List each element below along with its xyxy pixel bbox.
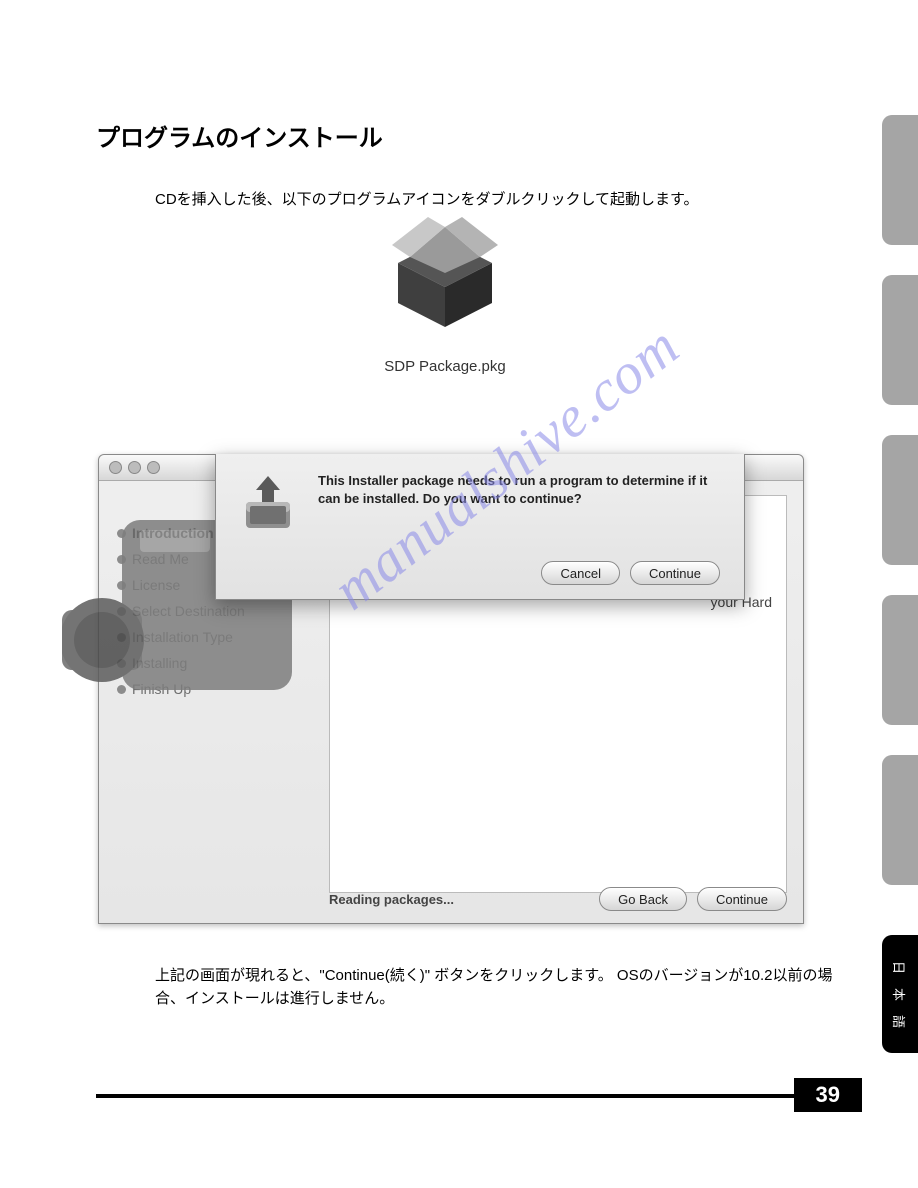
traffic-zoom-icon[interactable] [147,461,160,474]
package-box-icon [380,215,510,345]
continue-button[interactable]: Continue [697,887,787,911]
package-label: SDP Package.pkg [355,358,535,375]
side-tab[interactable] [882,435,918,565]
page-title: プログラムのインストール [96,118,383,153]
sheet-cancel-button[interactable]: Cancel [541,561,619,585]
language-tab[interactable]: 日 本 語 [882,935,918,1053]
side-tab[interactable] [882,115,918,245]
installer-disk-icon [236,472,300,536]
traffic-close-icon[interactable] [109,461,122,474]
package-icon-block[interactable]: SDP Package.pkg [355,215,535,375]
side-tab[interactable] [882,275,918,405]
installer-footer: Reading packages... Go Back Continue [329,887,787,911]
intro-text: CDを挿入した後、以下のプログラムアイコンをダブルクリックして起動します。 [155,188,699,209]
sheet-continue-button[interactable]: Continue [630,561,720,585]
confirmation-sheet: This Installer package needs to run a pr… [215,454,745,600]
language-tab-char: 本 [890,987,909,1000]
status-text: Reading packages... [329,892,454,907]
language-tab-char: 語 [890,1014,909,1027]
side-tab[interactable] [882,595,918,725]
side-tab[interactable] [882,755,918,885]
traffic-minimize-icon[interactable] [128,461,141,474]
go-back-button[interactable]: Go Back [599,887,687,911]
post-instruction-text: 上記の画面が現れると、"Continue(続く)" ボタンをクリックします。 O… [155,965,838,1010]
page-number: 39 [794,1078,862,1112]
language-tab-char: 日 [890,960,909,973]
footer-rule [96,1094,862,1098]
sheet-message: This Installer package needs to run a pr… [318,472,724,536]
